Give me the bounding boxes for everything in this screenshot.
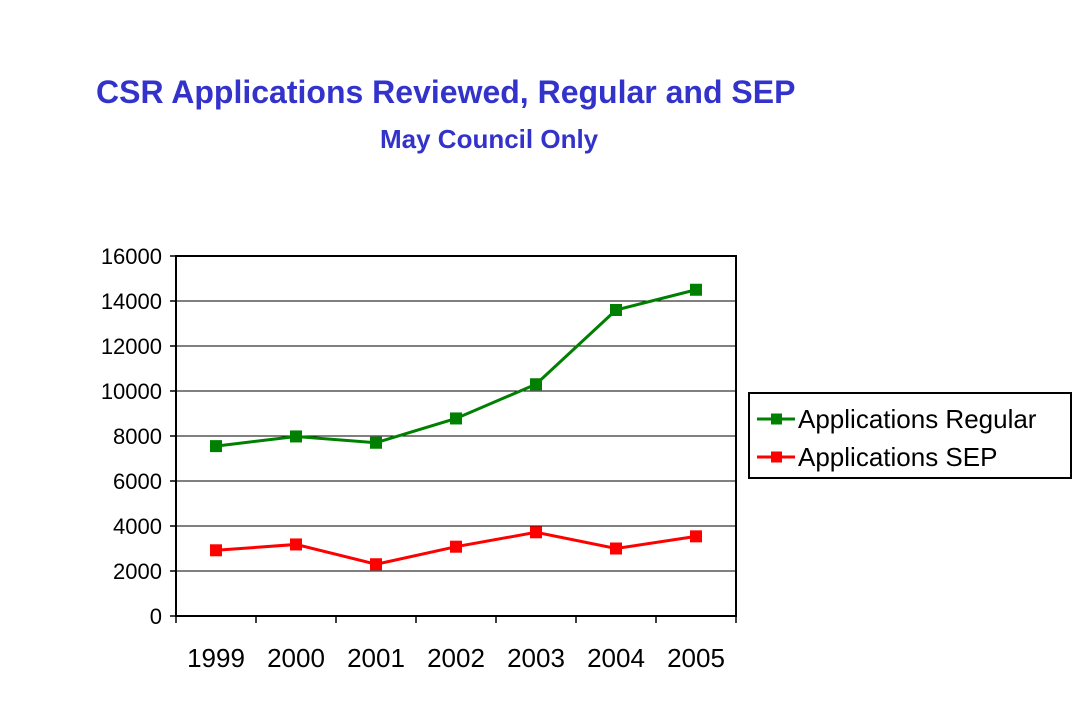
x-axis: 1999 2000 2001 2002 2003 2004 2005 [175,616,737,673]
series-sep [210,526,702,571]
legend-swatch-marker [771,451,782,463]
x-tick-label: 2002 [427,643,485,673]
data-point [690,283,702,296]
x-tick-label: 2005 [667,643,725,673]
y-tick-label: 4000 [113,514,162,539]
y-tick-label: 16000 [101,244,162,269]
legend: Applications Regular Applications SEP [748,392,1072,479]
chart-title: CSR Applications Reviewed, Regular and S… [96,74,796,110]
y-tick-label: 8000 [113,424,162,449]
data-point [290,430,302,443]
legend-label: Applications SEP [798,442,997,472]
x-tick-label: 2004 [587,643,645,673]
series-group [210,283,702,571]
x-tick-label: 2001 [347,643,405,673]
data-point [610,542,622,555]
data-point [530,526,542,539]
series-regular [210,283,702,453]
data-point [370,558,382,571]
data-point [450,412,462,425]
data-point [450,540,462,553]
y-tick-label: 12000 [101,334,162,359]
x-tick-label: 1999 [187,643,245,673]
data-point [370,436,382,449]
data-point [690,530,702,543]
x-tick-label: 2003 [507,643,565,673]
data-point [290,538,302,551]
y-tick-label: 0 [150,604,162,629]
legend-item: Applications SEP [757,442,997,472]
data-point [610,304,622,316]
legend-label: Applications Regular [798,404,1037,434]
y-tick-label: 6000 [113,469,162,494]
legend-item: Applications Regular [757,404,1037,434]
y-tick-label: 2000 [113,559,162,584]
legend-swatch-marker [771,413,782,425]
gridlines [176,300,736,572]
x-tick-label: 2000 [267,643,325,673]
legend-box [748,392,1072,479]
data-point [530,378,542,391]
data-point [210,544,222,557]
y-tick-label: 10000 [101,379,162,404]
chart-subtitle: May Council Only [380,124,599,154]
data-point [210,440,222,453]
y-tick-label: 14000 [101,289,162,314]
y-axis: 0 2000 4000 6000 8000 10000 12000 14000 16000 [101,244,176,629]
